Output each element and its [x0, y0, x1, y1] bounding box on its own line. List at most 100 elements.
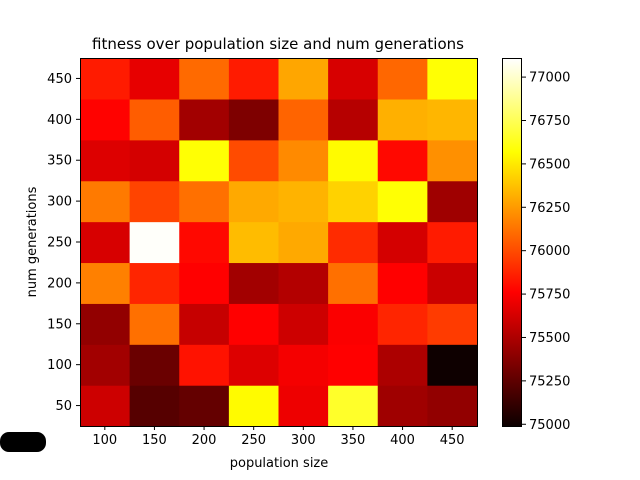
heatmap-cell: [328, 180, 379, 223]
x-tick-label: 300: [291, 433, 316, 448]
heatmap-cell: [80, 344, 131, 386]
heatmap-cell: [129, 344, 180, 386]
y-tick-label: 400: [47, 113, 72, 128]
colorbar-tick-label: 76000: [529, 244, 570, 259]
heatmap-cell: [328, 303, 379, 345]
x-tick-label: 150: [142, 433, 167, 448]
heatmap-cell: [129, 303, 180, 345]
colorbar-tick-label: 77000: [529, 71, 570, 86]
colorbar-tick-label: 76500: [529, 157, 570, 172]
heatmap-cell: [377, 262, 428, 304]
heatmap-cell: [278, 58, 329, 100]
heatmap-cell: [179, 262, 230, 304]
heatmap-cell: [377, 180, 428, 223]
heatmap-cell: [80, 385, 131, 427]
heatmap-cell: [228, 221, 280, 264]
plot-frame: [80, 58, 478, 427]
y-tick-label: 200: [47, 276, 72, 291]
heatmap-cell: [129, 221, 180, 264]
x-tick-label: 250: [241, 433, 266, 448]
heatmap-cell: [278, 98, 329, 141]
heatmap-cell: [129, 139, 180, 182]
colorbar-tick-label: 76250: [529, 201, 570, 216]
heatmap-cell: [129, 180, 180, 223]
heatmap-cell: [80, 58, 131, 100]
heatmap-cell: [80, 303, 131, 345]
heatmap-cell: [328, 139, 379, 182]
heatmap-cell: [328, 344, 379, 386]
heatmap-cell: [377, 139, 428, 182]
heatmap-cell: [228, 139, 280, 182]
heatmap-cell: [179, 139, 230, 182]
heatmap-cell: [228, 303, 280, 345]
x-tick-label: 200: [192, 433, 217, 448]
x-axis-label: population size: [230, 456, 329, 471]
heatmap-cell: [377, 98, 428, 141]
heatmap-cell: [377, 303, 428, 345]
colorbar-tick-label: 76750: [529, 114, 570, 129]
heatmap-cell: [328, 262, 379, 304]
heatmap-cell: [80, 139, 131, 182]
heatmap-cell: [179, 344, 230, 386]
heatmap-cell: [129, 98, 180, 141]
y-tick-label: 250: [47, 236, 72, 251]
heatmap-cell: [377, 58, 428, 100]
heatmap-cell: [129, 58, 180, 100]
heatmap-cell: [377, 344, 428, 386]
x-tick-label: 450: [440, 433, 465, 448]
y-tick-label: 450: [47, 72, 72, 87]
heatmap-cell: [328, 58, 379, 100]
heatmap-cell: [278, 262, 329, 304]
y-tick-label: 300: [47, 195, 72, 210]
colorbar: [502, 58, 522, 427]
heatmap-cell: [179, 303, 230, 345]
heatmap-cell: [228, 58, 280, 100]
heatmap-cell: [179, 180, 230, 223]
heatmap-cells: [80, 58, 478, 427]
heatmap-cell: [427, 139, 478, 182]
x-tick-label: 100: [92, 433, 117, 448]
heatmap-cell: [179, 58, 230, 100]
x-tick-label: 400: [390, 433, 415, 448]
heatmap-cell: [278, 221, 329, 264]
heatmap-cell: [278, 180, 329, 223]
heatmap-cell: [427, 385, 478, 427]
heatmap-cell: [328, 98, 379, 141]
heatmap-cell: [427, 58, 478, 100]
colorbar-tick-label: 75500: [529, 331, 570, 346]
y-axis: 50 100 150 200 250 300 350 400 450: [47, 72, 80, 414]
heatmap-cell: [278, 344, 329, 386]
chart-title: fitness over population size and num gen…: [92, 35, 464, 53]
heatmap-cell: [377, 385, 428, 427]
y-tick-label: 50: [55, 399, 72, 414]
colorbar-tick-label: 75000: [529, 418, 570, 433]
heatmap-cell: [328, 221, 379, 264]
heatmap-cell: [80, 221, 131, 264]
heatmap-cell: [427, 344, 478, 386]
heatmap-cell: [278, 385, 329, 427]
heatmap-cell: [179, 385, 230, 427]
y-axis-label: num generations: [25, 186, 40, 297]
heatmap-cell: [228, 98, 280, 141]
heatmap-cell: [228, 385, 280, 427]
heatmap-cell: [427, 262, 478, 304]
heatmap-cell: [228, 180, 280, 223]
heatmap-cell: [80, 180, 131, 223]
y-tick-label: 100: [47, 358, 72, 373]
y-tick-label: 350: [47, 154, 72, 169]
x-tick-label: 350: [341, 433, 366, 448]
heatmap-cell: [179, 98, 230, 141]
heatmap-cell: [278, 303, 329, 345]
colorbar-ticks: 75000 75250 75500 75750 76000 76250 76500 76750…: [522, 71, 570, 433]
heatmap-cell: [179, 221, 230, 264]
x-axis: 100 150 200 250 300 350 400 450: [92, 426, 465, 448]
heatmap-cell: [427, 303, 478, 345]
heatmap-cell: [427, 98, 478, 141]
colorbar-tick-label: 75250: [529, 374, 570, 389]
heatmap-cell: [377, 221, 428, 264]
heatmap-cell: [80, 262, 131, 304]
colorbar-tick-label: 75750: [529, 288, 570, 303]
redaction-blob: [0, 432, 46, 452]
y-tick-label: 150: [47, 317, 72, 332]
